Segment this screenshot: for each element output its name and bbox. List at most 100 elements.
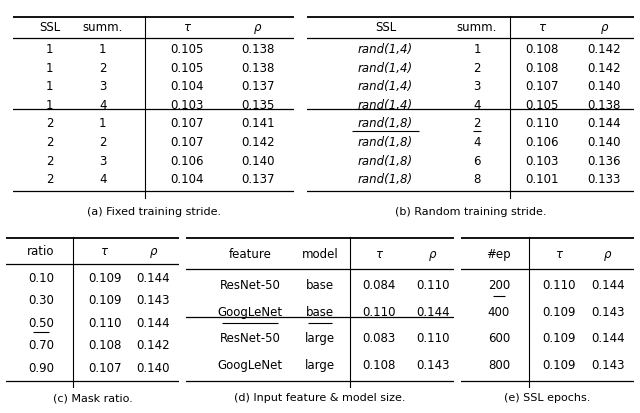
Text: 0.110: 0.110 — [543, 279, 576, 292]
Text: 0.141: 0.141 — [241, 117, 275, 131]
Text: 2: 2 — [45, 117, 53, 131]
Text: 0.110: 0.110 — [416, 279, 450, 292]
Text: ρ: ρ — [254, 21, 262, 34]
Text: 0.143: 0.143 — [591, 359, 625, 372]
Text: 0.105: 0.105 — [171, 62, 204, 75]
Text: 2: 2 — [473, 117, 481, 131]
Text: 0.108: 0.108 — [525, 43, 559, 56]
Text: ResNet-50: ResNet-50 — [220, 279, 280, 292]
Text: 0.144: 0.144 — [591, 332, 625, 345]
Text: τ: τ — [556, 248, 563, 261]
Text: 0.70: 0.70 — [28, 339, 54, 352]
Text: ratio: ratio — [28, 245, 54, 258]
Text: 0.109: 0.109 — [88, 294, 122, 307]
Text: 0.144: 0.144 — [136, 316, 170, 330]
Text: rand(1,8): rand(1,8) — [358, 117, 413, 131]
Text: rand(1,4): rand(1,4) — [358, 62, 413, 75]
Text: SSL: SSL — [39, 21, 60, 34]
Text: 0.106: 0.106 — [171, 155, 204, 168]
Text: 0.110: 0.110 — [362, 306, 396, 318]
Text: ResNet-50: ResNet-50 — [220, 332, 280, 345]
Text: rand(1,8): rand(1,8) — [358, 173, 413, 186]
Text: 0.109: 0.109 — [543, 306, 576, 318]
Text: 0.137: 0.137 — [241, 80, 275, 93]
Text: 4: 4 — [473, 136, 481, 149]
Text: GoogLeNet: GoogLeNet — [218, 359, 283, 372]
Text: summ.: summ. — [83, 21, 123, 34]
Text: 0.109: 0.109 — [543, 359, 576, 372]
Text: 3: 3 — [99, 80, 107, 93]
Text: 0.142: 0.142 — [588, 62, 621, 75]
Text: 600: 600 — [488, 332, 510, 345]
Text: 0.107: 0.107 — [525, 80, 559, 93]
Text: GoogLeNet: GoogLeNet — [218, 306, 283, 318]
Text: 0.140: 0.140 — [588, 136, 621, 149]
Text: 0.105: 0.105 — [525, 99, 559, 112]
Text: 0.50: 0.50 — [28, 316, 54, 330]
Text: rand(1,8): rand(1,8) — [358, 136, 413, 149]
Text: 1: 1 — [45, 62, 53, 75]
Text: 2: 2 — [99, 136, 107, 149]
Text: 0.108: 0.108 — [362, 359, 396, 372]
Text: 0.144: 0.144 — [136, 271, 170, 285]
Text: 0.107: 0.107 — [171, 117, 204, 131]
Text: large: large — [305, 332, 335, 345]
Text: 1: 1 — [99, 43, 107, 56]
Text: 0.138: 0.138 — [241, 62, 275, 75]
Text: 0.083: 0.083 — [362, 332, 396, 345]
Text: 0.137: 0.137 — [241, 173, 275, 186]
Text: 0.142: 0.142 — [136, 339, 170, 352]
Text: 0.107: 0.107 — [171, 136, 204, 149]
Text: 3: 3 — [99, 155, 107, 168]
Text: 0.084: 0.084 — [362, 279, 396, 292]
Text: 2: 2 — [45, 136, 53, 149]
Text: 0.142: 0.142 — [588, 43, 621, 56]
Text: rand(1,4): rand(1,4) — [358, 80, 413, 93]
Text: 1: 1 — [45, 43, 53, 56]
Text: (a) Fixed training stride.: (a) Fixed training stride. — [86, 207, 221, 217]
Text: (d) Input feature & model size.: (d) Input feature & model size. — [234, 393, 406, 403]
Text: ρ: ρ — [429, 248, 436, 261]
Text: feature: feature — [228, 248, 271, 261]
Text: #ep: #ep — [486, 248, 511, 261]
Text: 0.90: 0.90 — [28, 361, 54, 375]
Text: (b) Random training stride.: (b) Random training stride. — [395, 207, 546, 217]
Text: 0.143: 0.143 — [591, 306, 625, 318]
Text: 0.140: 0.140 — [136, 361, 170, 375]
Text: 0.109: 0.109 — [88, 271, 122, 285]
Text: 1: 1 — [99, 117, 107, 131]
Text: 0.105: 0.105 — [171, 43, 204, 56]
Text: 0.30: 0.30 — [28, 294, 54, 307]
Text: 1: 1 — [45, 80, 53, 93]
Text: 0.104: 0.104 — [171, 80, 204, 93]
Text: ρ: ρ — [604, 248, 611, 261]
Text: 0.106: 0.106 — [525, 136, 559, 149]
Text: 1: 1 — [45, 99, 53, 112]
Text: 0.103: 0.103 — [171, 99, 204, 112]
Text: ρ: ρ — [600, 21, 608, 34]
Text: 2: 2 — [45, 173, 53, 186]
Text: base: base — [306, 279, 334, 292]
Text: 0.108: 0.108 — [88, 339, 122, 352]
Text: ρ: ρ — [150, 245, 157, 258]
Text: large: large — [305, 359, 335, 372]
Text: 800: 800 — [488, 359, 510, 372]
Text: 0.144: 0.144 — [591, 279, 625, 292]
Text: 200: 200 — [488, 279, 510, 292]
Text: 0.135: 0.135 — [241, 99, 275, 112]
Text: 4: 4 — [473, 99, 481, 112]
Text: τ: τ — [376, 248, 383, 261]
Text: 6: 6 — [473, 155, 481, 168]
Text: base: base — [306, 306, 334, 318]
Text: 2: 2 — [473, 62, 481, 75]
Text: rand(1,4): rand(1,4) — [358, 99, 413, 112]
Text: 0.142: 0.142 — [241, 136, 275, 149]
Text: 0.104: 0.104 — [171, 173, 204, 186]
Text: 0.107: 0.107 — [88, 361, 122, 375]
Text: τ: τ — [539, 21, 546, 34]
Text: 0.138: 0.138 — [588, 99, 621, 112]
Text: 0.108: 0.108 — [525, 62, 559, 75]
Text: 0.110: 0.110 — [88, 316, 122, 330]
Text: (c) Mask ratio.: (c) Mask ratio. — [53, 393, 132, 403]
Text: 0.138: 0.138 — [241, 43, 275, 56]
